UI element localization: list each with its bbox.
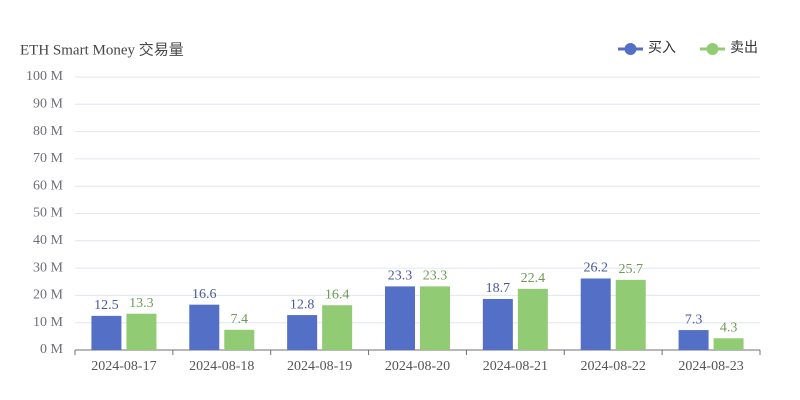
value-label: 16.6: [192, 287, 217, 302]
x-tick-label: 2024-08-21: [483, 359, 548, 374]
chart-title: ETH Smart Money 交易量: [20, 40, 184, 58]
legend-marker: [624, 43, 637, 55]
y-tick-label: 0 M: [40, 342, 64, 357]
y-tick-label: 70 M: [33, 151, 64, 166]
value-label: 12.5: [94, 298, 119, 313]
legend-marker: [706, 43, 719, 55]
bar: [713, 338, 744, 350]
bar: [224, 329, 255, 350]
y-tick-label: 20 M: [33, 288, 64, 303]
x-tick-label: 2024-08-19: [287, 359, 352, 374]
y-tick-label: 100 M: [26, 69, 64, 84]
value-label: 4.3: [720, 320, 738, 335]
value-label: 22.4: [521, 271, 546, 286]
value-label: 12.8: [290, 297, 315, 312]
y-tick-label: 90 M: [33, 97, 64, 112]
value-label: 25.7: [618, 262, 643, 277]
bar: [517, 288, 548, 350]
x-tick-label: 2024-08-22: [581, 359, 646, 374]
bar: [91, 315, 122, 350]
bar: [126, 313, 157, 350]
value-label: 7.3: [685, 312, 703, 327]
bar: [287, 315, 318, 350]
y-tick-label: 80 M: [33, 124, 64, 139]
legend-text: 卖出: [730, 40, 758, 56]
legend-text: 买入: [648, 40, 676, 56]
bar: [385, 286, 415, 350]
x-tick-label: 2024-08-17: [91, 359, 156, 374]
value-label: 18.7: [486, 281, 511, 296]
bar: [580, 278, 611, 350]
value-label: 7.4: [231, 312, 249, 327]
bar: [189, 304, 220, 350]
y-tick-label: 10 M: [33, 315, 64, 330]
y-tick-label: 50 M: [33, 206, 64, 221]
bar: [420, 286, 450, 350]
bar: [678, 330, 709, 350]
y-tick-label: 30 M: [33, 260, 64, 275]
x-tick-label: 2024-08-23: [678, 359, 743, 374]
y-tick-label: 60 M: [33, 178, 64, 193]
bar: [482, 298, 513, 350]
bar: [615, 279, 646, 350]
value-label: 23.3: [388, 269, 413, 284]
value-label: 16.4: [325, 287, 350, 302]
y-tick-label: 40 M: [33, 233, 64, 248]
x-tick-label: 2024-08-20: [385, 359, 450, 374]
value-label: 26.2: [583, 261, 608, 276]
value-label: 23.3: [423, 269, 448, 284]
bar: [322, 305, 353, 350]
x-tick-label: 2024-08-18: [189, 359, 254, 374]
value-label: 13.3: [129, 296, 154, 311]
